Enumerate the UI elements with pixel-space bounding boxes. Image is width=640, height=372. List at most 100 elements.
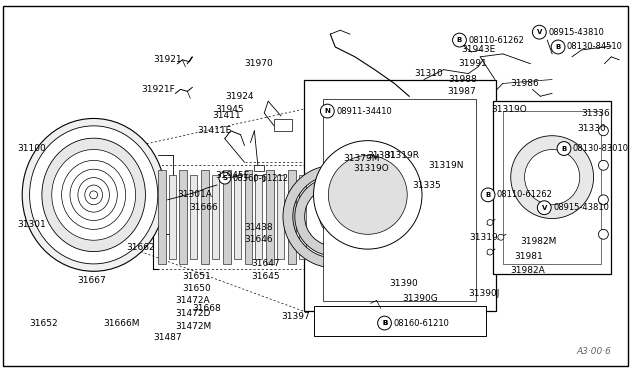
Circle shape <box>487 249 493 255</box>
Bar <box>179 170 188 264</box>
Circle shape <box>525 150 580 205</box>
Circle shape <box>487 219 493 225</box>
Text: 31651: 31651 <box>182 272 211 281</box>
Ellipse shape <box>42 138 145 251</box>
Bar <box>503 111 602 264</box>
Bar <box>493 101 611 274</box>
Text: 08911-34410: 08911-34410 <box>336 106 392 116</box>
Bar <box>157 170 166 264</box>
Circle shape <box>511 136 593 218</box>
Circle shape <box>219 172 231 184</box>
Bar <box>299 175 306 259</box>
Bar <box>254 165 264 171</box>
Text: 31472A: 31472A <box>175 296 210 305</box>
Text: 31647: 31647 <box>252 259 280 268</box>
Text: A3·00·6: A3·00·6 <box>577 347 611 356</box>
Bar <box>212 175 219 259</box>
Text: B: B <box>457 37 462 43</box>
Text: 31981: 31981 <box>515 253 543 262</box>
Ellipse shape <box>90 191 98 199</box>
Ellipse shape <box>29 126 157 264</box>
Text: 31945: 31945 <box>215 105 244 113</box>
Text: S: S <box>222 175 227 181</box>
Text: B: B <box>556 44 561 50</box>
Text: 31397: 31397 <box>281 312 310 321</box>
Text: N: N <box>324 108 330 114</box>
Bar <box>274 119 292 131</box>
Bar <box>314 306 486 336</box>
Text: 31487: 31487 <box>153 333 182 342</box>
Text: 31667: 31667 <box>77 276 106 285</box>
Bar <box>244 170 252 264</box>
Text: 31390G: 31390G <box>403 294 438 303</box>
Bar <box>190 175 197 259</box>
Text: 31924: 31924 <box>225 92 253 101</box>
Text: B: B <box>382 320 387 326</box>
Text: 31381: 31381 <box>367 151 396 160</box>
Circle shape <box>598 230 609 239</box>
Text: 31652: 31652 <box>29 318 58 328</box>
Text: 31319O: 31319O <box>353 164 388 173</box>
Text: 31986: 31986 <box>511 79 540 88</box>
Text: 31335: 31335 <box>412 180 441 189</box>
Text: 08360-61212: 08360-61212 <box>233 174 289 183</box>
Text: 31301: 31301 <box>18 220 47 229</box>
Bar <box>266 170 274 264</box>
Text: 31330: 31330 <box>577 124 605 133</box>
Text: 31991: 31991 <box>458 59 487 68</box>
Text: 31301A: 31301A <box>177 190 212 199</box>
Text: 31319O: 31319O <box>491 105 527 113</box>
Text: 31100: 31100 <box>18 144 47 153</box>
Text: 31411E: 31411E <box>197 126 232 135</box>
Text: 31319R: 31319R <box>385 151 420 160</box>
Circle shape <box>321 104 334 118</box>
Text: 31319N: 31319N <box>428 161 463 170</box>
Text: 31921F: 31921F <box>141 85 175 94</box>
Circle shape <box>498 234 504 240</box>
Text: V: V <box>537 29 542 35</box>
Circle shape <box>598 126 609 136</box>
Bar <box>304 80 496 311</box>
Bar <box>255 175 262 259</box>
Text: 31319: 31319 <box>469 233 498 242</box>
Text: 31646: 31646 <box>244 235 273 244</box>
Circle shape <box>328 155 407 234</box>
Text: 31988: 31988 <box>449 75 477 84</box>
Circle shape <box>379 317 390 329</box>
Text: 31945E: 31945E <box>215 171 249 180</box>
Bar <box>223 170 231 264</box>
Text: 08160-61210: 08160-61210 <box>394 318 449 328</box>
Text: 08915-43810: 08915-43810 <box>548 28 604 37</box>
Text: 31970: 31970 <box>244 59 273 68</box>
Text: 31310: 31310 <box>414 69 443 78</box>
Circle shape <box>332 209 347 224</box>
Text: 31472D: 31472D <box>175 309 211 318</box>
Bar <box>201 170 209 264</box>
Circle shape <box>532 25 546 39</box>
Bar <box>323 99 476 301</box>
Text: 31390: 31390 <box>390 279 418 288</box>
Text: 08130-84510: 08130-84510 <box>567 42 623 51</box>
Circle shape <box>598 160 609 170</box>
Text: 31645: 31645 <box>252 272 280 281</box>
Circle shape <box>325 203 353 230</box>
Text: V: V <box>541 205 547 211</box>
Bar <box>254 175 264 181</box>
Text: 31666M: 31666M <box>104 318 140 328</box>
Circle shape <box>551 40 565 54</box>
Circle shape <box>319 197 359 236</box>
Text: 31411: 31411 <box>212 112 241 121</box>
Ellipse shape <box>22 118 165 271</box>
Circle shape <box>314 141 422 249</box>
Circle shape <box>452 33 467 47</box>
Text: 31472M: 31472M <box>175 321 212 330</box>
Text: B: B <box>382 320 387 326</box>
Text: 31943E: 31943E <box>461 45 496 54</box>
Text: 31982A: 31982A <box>511 266 545 275</box>
Text: 31662: 31662 <box>126 243 155 251</box>
Wedge shape <box>295 177 374 256</box>
Circle shape <box>557 142 571 155</box>
Wedge shape <box>283 165 385 268</box>
Text: 08110-61262: 08110-61262 <box>468 36 524 45</box>
Bar <box>277 175 284 259</box>
